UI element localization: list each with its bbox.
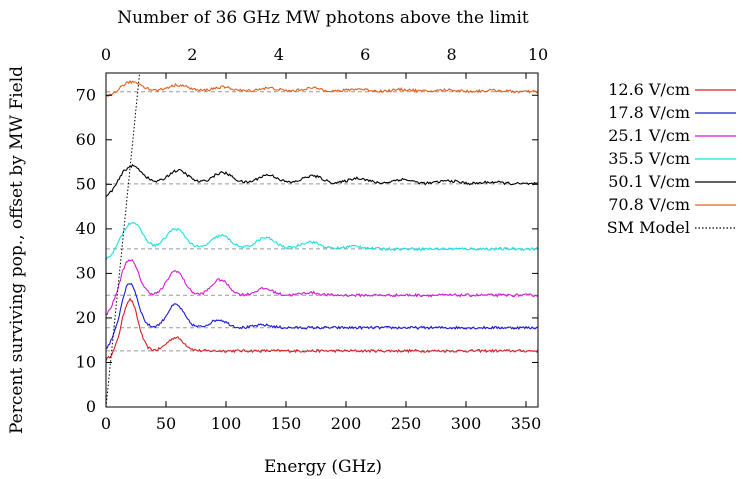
top-tick-label: 6 — [360, 45, 370, 64]
series-line — [105, 259, 539, 316]
top-tick-label: 4 — [274, 45, 284, 64]
x-tick-label: 350 — [511, 414, 542, 433]
top-tick-label: 2 — [187, 45, 197, 64]
series-line — [105, 79, 539, 97]
series-line — [105, 282, 539, 350]
y-axis-ticks: 0 10 20 30 40 50 60 70 — [76, 85, 538, 416]
series-line — [105, 163, 539, 198]
top-axis-label: Number of 36 GHz MW photons above the li… — [117, 8, 529, 28]
x-axis-label: Energy (GHz) — [264, 457, 382, 477]
legend-label: 35.5 V/cm — [608, 149, 690, 168]
x-tick-label: 0 — [101, 414, 111, 433]
top-tick-label: 10 — [528, 45, 548, 64]
top-tick-label: 0 — [101, 45, 111, 64]
legend-label: 25.1 V/cm — [608, 126, 690, 145]
sm-model-line — [105, 72, 141, 408]
legend-label: 17.8 V/cm — [608, 103, 690, 122]
legend: 12.6 V/cm 17.8 V/cm 25.1 V/cm 35.5 V/cm 50.1… — [607, 80, 736, 237]
top-tick-label: 8 — [447, 45, 457, 64]
top-axis-ticks: 0 2 4 6 8 10 — [101, 45, 548, 64]
series-line — [105, 221, 539, 261]
series-line — [105, 297, 539, 362]
series-lines — [105, 79, 539, 362]
y-tick-label: 70 — [76, 85, 96, 104]
x-tick-label: 100 — [211, 414, 242, 433]
baseline-lines — [106, 91, 538, 352]
x-tick-label: 200 — [331, 414, 362, 433]
y-tick-label: 10 — [76, 352, 96, 371]
sm-model-line — [105, 72, 141, 408]
y-axis-label: Percent surviving pop., offset by MW Fie… — [7, 66, 27, 434]
x-tick-label: 150 — [271, 414, 302, 433]
y-tick-label: 40 — [76, 219, 96, 238]
y-tick-label: 0 — [86, 397, 96, 416]
x-tick-label: 50 — [156, 414, 176, 433]
legend-label: 50.1 V/cm — [608, 172, 690, 191]
plot-frame — [105, 72, 539, 408]
x-axis-ticks: 0 50 100 150 200 250 300 350 — [101, 73, 541, 433]
legend-label: 12.6 V/cm — [608, 80, 690, 99]
legend-label: SM Model — [607, 218, 690, 237]
y-tick-label: 20 — [76, 308, 96, 327]
y-tick-label: 50 — [76, 174, 96, 193]
y-tick-label: 60 — [76, 130, 96, 149]
x-tick-label: 250 — [391, 414, 422, 433]
x-tick-label: 300 — [451, 414, 482, 433]
legend-label: 70.8 V/cm — [608, 195, 690, 214]
y-tick-label: 30 — [76, 263, 96, 282]
